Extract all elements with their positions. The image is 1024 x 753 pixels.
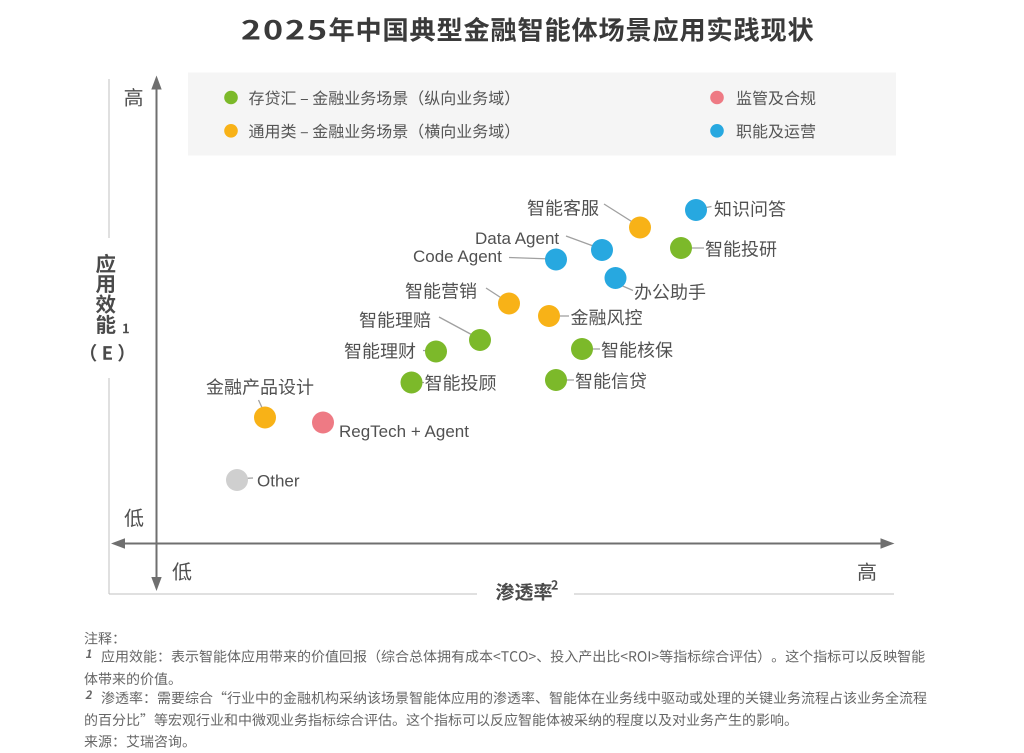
svg-text:RegTech + Agent: RegTech + Agent <box>339 422 469 441</box>
svg-text:Code Agent: Code Agent <box>413 247 502 266</box>
svg-text:Data Agent: Data Agent <box>475 229 559 248</box>
svg-text:Other: Other <box>257 472 300 491</box>
